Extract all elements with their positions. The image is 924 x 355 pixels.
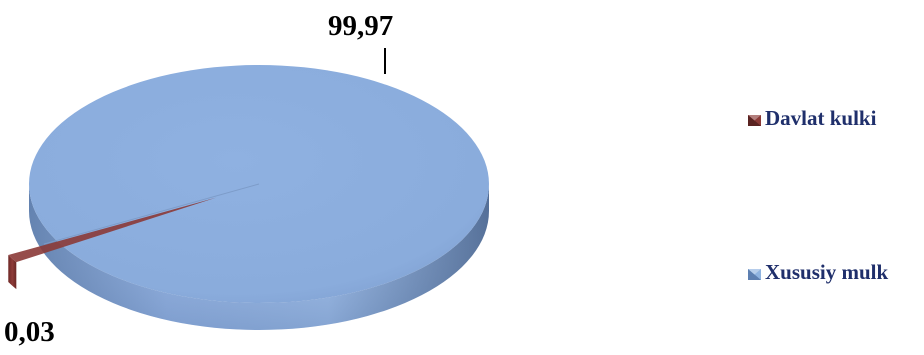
- pie-slice-davlat-kulki-top: [8, 197, 217, 263]
- legend-item-xususiy-mulk: Xususiy mulk: [748, 260, 888, 285]
- pie-slice-davlat-kulki: [8, 254, 17, 290]
- legend-label-davlat-kulki: Davlat kulki: [765, 106, 877, 130]
- legend-item-davlat-kulki: Davlat kulki: [748, 106, 876, 131]
- legend-marker-davlat-kulki: [748, 113, 761, 126]
- data-label-davlat-kulki: 0,03: [4, 316, 55, 348]
- pie-seam: [43, 183, 260, 245]
- legend-marker-xususiy-mulk: [748, 267, 761, 280]
- pie-rim-shade: [29, 184, 489, 330]
- legend-label-xususiy-mulk: Xususiy mulk: [765, 260, 889, 284]
- data-label-xususiy-mulk: 99,97: [328, 10, 394, 42]
